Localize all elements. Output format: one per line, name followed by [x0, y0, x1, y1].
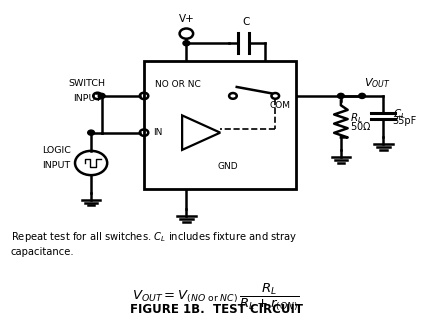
Text: LOGIC: LOGIC [42, 146, 71, 155]
Circle shape [359, 93, 365, 98]
Text: C: C [242, 17, 249, 27]
Text: FIGURE 1B.  TEST CIRCUIT: FIGURE 1B. TEST CIRCUIT [130, 304, 302, 316]
Circle shape [88, 130, 95, 135]
Text: 35pF: 35pF [393, 116, 417, 126]
Circle shape [98, 93, 105, 98]
Text: INPUT: INPUT [42, 161, 71, 170]
Circle shape [337, 93, 344, 98]
Text: $V_{OUT}$: $V_{OUT}$ [364, 76, 391, 90]
Text: $C_L$: $C_L$ [393, 108, 405, 121]
Text: Repeat test for all switches. $C_L$ includes fixture and stray
capacitance.: Repeat test for all switches. $C_L$ incl… [11, 230, 297, 257]
Text: COM: COM [269, 101, 290, 110]
Text: GND: GND [218, 162, 238, 171]
Text: V+: V+ [178, 14, 194, 24]
Circle shape [183, 41, 190, 46]
Text: 50$\Omega$: 50$\Omega$ [350, 120, 372, 132]
Text: NO OR NC: NO OR NC [155, 80, 200, 89]
Text: INPUT: INPUT [73, 94, 101, 103]
Text: $V_{OUT} = V_{(NO\ \mathrm{or}\ NC)}\,\dfrac{R_L}{R_L+r_{(ON)}}$: $V_{OUT} = V_{(NO\ \mathrm{or}\ NC)}\,\d… [132, 281, 300, 313]
Bar [144, 61, 296, 188]
Text: SWITCH: SWITCH [68, 79, 105, 88]
Text: $R_L$: $R_L$ [350, 111, 363, 125]
Text: IN: IN [153, 128, 163, 137]
